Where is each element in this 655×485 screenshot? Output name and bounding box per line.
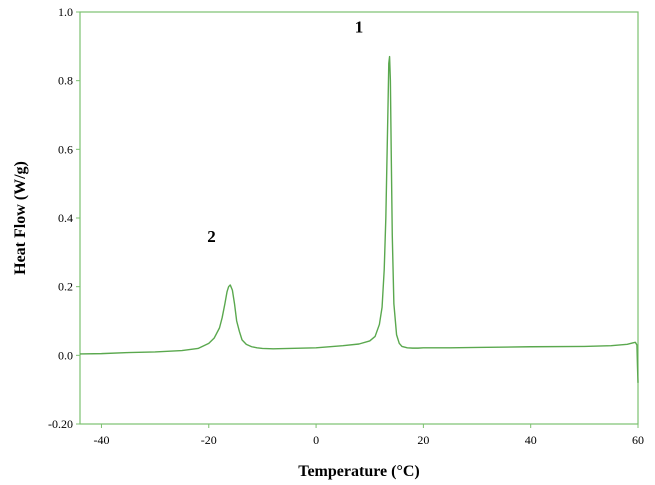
y-tick-label: 0.2 [58,280,73,294]
y-axis-title: Heat Flow (W/g) [12,161,29,275]
x-tick-label: 40 [525,433,537,447]
y-tick-label: -0.20 [48,417,73,431]
y-tick-label: 0.8 [58,74,73,88]
x-tick-label: -40 [93,433,109,447]
x-tick-label: 20 [417,433,429,447]
x-axis-title: Temperature (°C) [298,463,419,480]
x-tick-label: 60 [632,433,644,447]
axis-ticks [76,11,639,428]
y-tick-label: 0.4 [58,211,73,225]
x-tick-label: -20 [201,433,217,447]
x-tick-label: 0 [313,433,319,447]
series-line [79,55,639,383]
y-tick-label: 1.0 [58,5,73,19]
y-tick-label: 0.0 [58,348,73,362]
tick-labels: -0.20 0.0 0.2 0.4 0.6 0.8 1.0 -40 -20 0 20 40 60 [48,5,644,447]
y-tick-label: 0.6 [58,142,73,156]
plot-frame [79,11,639,425]
peak-label: 2 [207,227,216,246]
peak-label: 1 [355,18,364,37]
peak-annotations: 12 [207,18,363,246]
